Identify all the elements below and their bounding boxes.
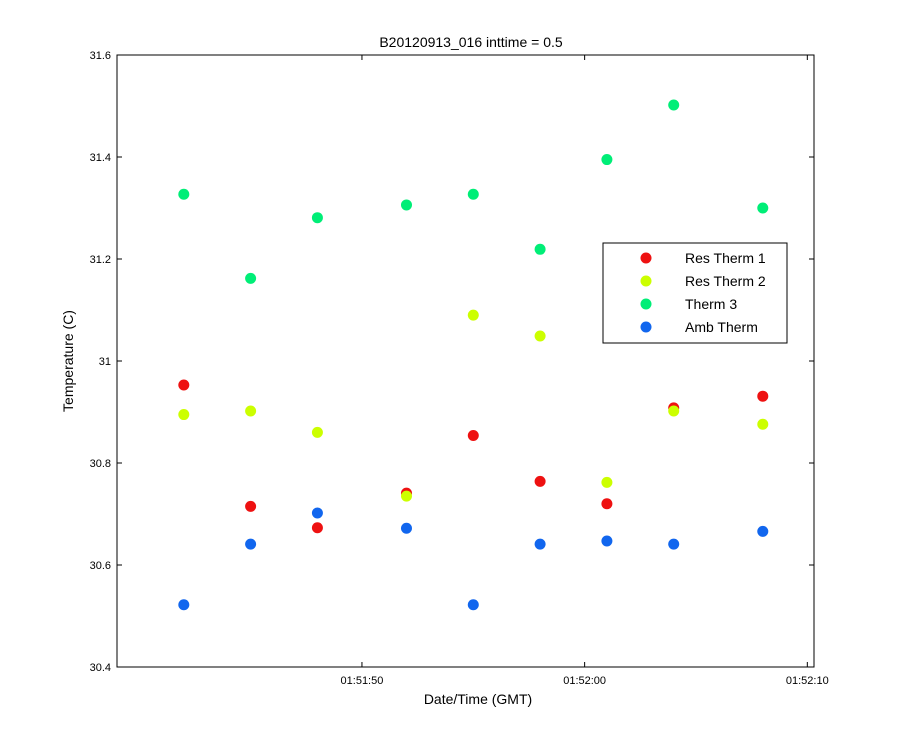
point-res-therm-2 (400, 490, 412, 502)
y-tick-label: 31.6 (90, 50, 111, 62)
legend: Res Therm 1 Res Therm 2 Therm 3 Amb Therm (602, 242, 788, 344)
point-res-therm-2 (668, 405, 680, 417)
data-points (178, 99, 769, 611)
point-therm-3 (534, 243, 546, 255)
y-axis: 30.4 30.6 30.8 31 31.2 31.4 31.6 (90, 50, 814, 674)
legend-marker-amb-therm (640, 321, 652, 333)
x-tick-label: 01:52:10 (786, 675, 829, 687)
point-amb-therm (311, 507, 323, 519)
point-res-therm-1 (534, 475, 546, 487)
point-amb-therm (400, 522, 412, 534)
y-tick-label: 30.4 (90, 662, 111, 674)
x-axis: 01:51:50 01:52:00 01:52:10 (341, 55, 829, 687)
point-therm-3 (467, 188, 479, 200)
legend-marker-res-therm-1 (640, 252, 652, 264)
legend-box (602, 242, 788, 344)
point-res-therm-1 (757, 390, 769, 402)
chart-title: B20120913_016 inttime = 0.5 (379, 34, 563, 50)
point-res-therm-2 (757, 418, 769, 430)
legend-label-res-therm-1: Res Therm 1 (685, 250, 766, 266)
point-amb-therm (178, 599, 190, 611)
point-amb-therm (245, 538, 257, 550)
point-res-therm-1 (467, 429, 479, 441)
y-tick-label: 30.8 (90, 458, 111, 470)
legend-label-amb-therm: Amb Therm (685, 319, 758, 335)
point-amb-therm (467, 599, 479, 611)
point-res-therm-1 (178, 379, 190, 391)
legend-label-res-therm-2: Res Therm 2 (685, 273, 766, 289)
legend-label-therm-3: Therm 3 (685, 296, 737, 312)
plot-area (116, 54, 815, 668)
point-therm-3 (601, 154, 613, 166)
point-res-therm-2 (467, 309, 479, 321)
point-res-therm-2 (245, 405, 257, 417)
point-res-therm-2 (601, 476, 613, 488)
point-amb-therm (534, 538, 546, 550)
point-therm-3 (178, 188, 190, 200)
point-therm-3 (245, 272, 257, 284)
y-axis-label: Temperature (C) (60, 310, 76, 412)
y-tick-label: 31.2 (90, 254, 111, 266)
legend-marker-res-therm-2 (640, 275, 652, 287)
y-tick-label: 31.4 (90, 152, 111, 164)
point-res-therm-2 (178, 409, 190, 421)
point-therm-3 (757, 202, 769, 214)
point-therm-3 (400, 199, 412, 211)
point-res-therm-1 (601, 498, 613, 510)
point-amb-therm (668, 538, 680, 550)
point-amb-therm (601, 535, 613, 547)
point-res-therm-2 (534, 330, 546, 342)
x-tick-label: 01:51:50 (341, 675, 384, 687)
legend-marker-therm-3 (640, 298, 652, 310)
point-res-therm-2 (311, 426, 323, 438)
point-amb-therm (757, 525, 769, 537)
point-therm-3 (311, 212, 323, 224)
x-axis-label: Date/Time (GMT) (424, 691, 532, 707)
x-tick-label: 01:52:00 (563, 675, 606, 687)
point-therm-3 (668, 99, 680, 111)
y-tick-label: 31 (99, 356, 111, 368)
y-tick-label: 30.6 (90, 560, 111, 572)
point-res-therm-1 (311, 522, 323, 534)
point-res-therm-1 (245, 500, 257, 512)
